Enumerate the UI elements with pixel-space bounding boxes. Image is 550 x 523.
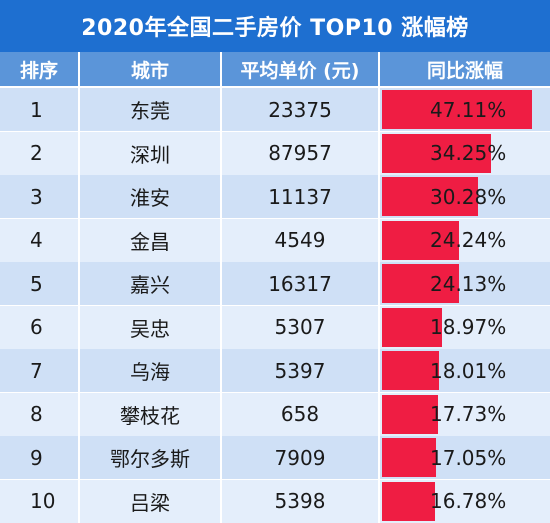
header-rank: 排序 [0,52,78,86]
growth-bar [382,394,438,434]
rank-cell: 6 [0,305,78,349]
price-cell: 7909 [222,436,378,479]
growth-label: 18.01% [430,358,507,383]
rank-cell: 10 [0,479,78,523]
growth-label: 16.78% [430,489,507,513]
growth-label: 34.25% [430,141,507,165]
rank-cell: 1 [0,88,78,131]
price-cell: 16317 [222,262,378,305]
city-cell: 吕梁 [80,479,220,523]
city-cell: 嘉兴 [80,262,220,305]
growth-bar [382,133,491,173]
growth-label: 18.97% [430,315,507,339]
price-cell: 23375 [222,88,378,131]
price-cell: 5398 [222,479,378,523]
price-cell: 87957 [222,131,378,175]
growth-bar [382,481,435,521]
city-cell: 淮安 [80,175,220,218]
city-cell: 金昌 [80,218,220,262]
price-cell: 11137 [222,175,378,218]
header-price: 平均单价 (元) [222,52,378,86]
price-cell: 658 [222,392,378,436]
header-city: 城市 [80,52,220,86]
rank-cell: 4 [0,218,78,262]
growth-label: 47.11% [430,97,507,122]
ranking-table: 排序 城市 平均单价 (元) 同比涨幅 1 东莞 23375 47.11% 2 深圳 879… [0,52,550,523]
growth-label: 30.28% [430,184,507,209]
growth-bar [382,307,442,347]
city-cell: 乌海 [80,349,220,392]
rank-cell: 2 [0,131,78,175]
city-cell: 东莞 [80,88,220,131]
growth-label: 17.05% [430,445,507,470]
growth-bar [382,90,532,129]
rank-cell: 8 [0,392,78,436]
city-cell: 深圳 [80,131,220,175]
rank-cell: 3 [0,175,78,218]
growth-bar [382,220,459,260]
city-cell: 鄂尔多斯 [80,436,220,479]
growth-bar [382,177,478,216]
price-cell: 5307 [222,305,378,349]
price-cell: 4549 [222,218,378,262]
city-cell: 吴忠 [80,305,220,349]
rank-cell: 9 [0,436,78,479]
growth-bar [382,264,459,303]
growth-bar [382,438,436,477]
price-cell: 5397 [222,349,378,392]
growth-label: 17.73% [430,402,507,426]
growth-bar [382,351,439,390]
growth-label: 24.24% [430,228,507,252]
city-cell: 攀枝花 [80,392,220,436]
header-growth: 同比涨幅 [380,52,550,86]
growth-label: 24.13% [430,271,507,296]
rank-cell: 5 [0,262,78,305]
rank-cell: 7 [0,349,78,392]
chart-title: 2020年全国二手房价 TOP10 涨幅榜 [0,0,550,52]
